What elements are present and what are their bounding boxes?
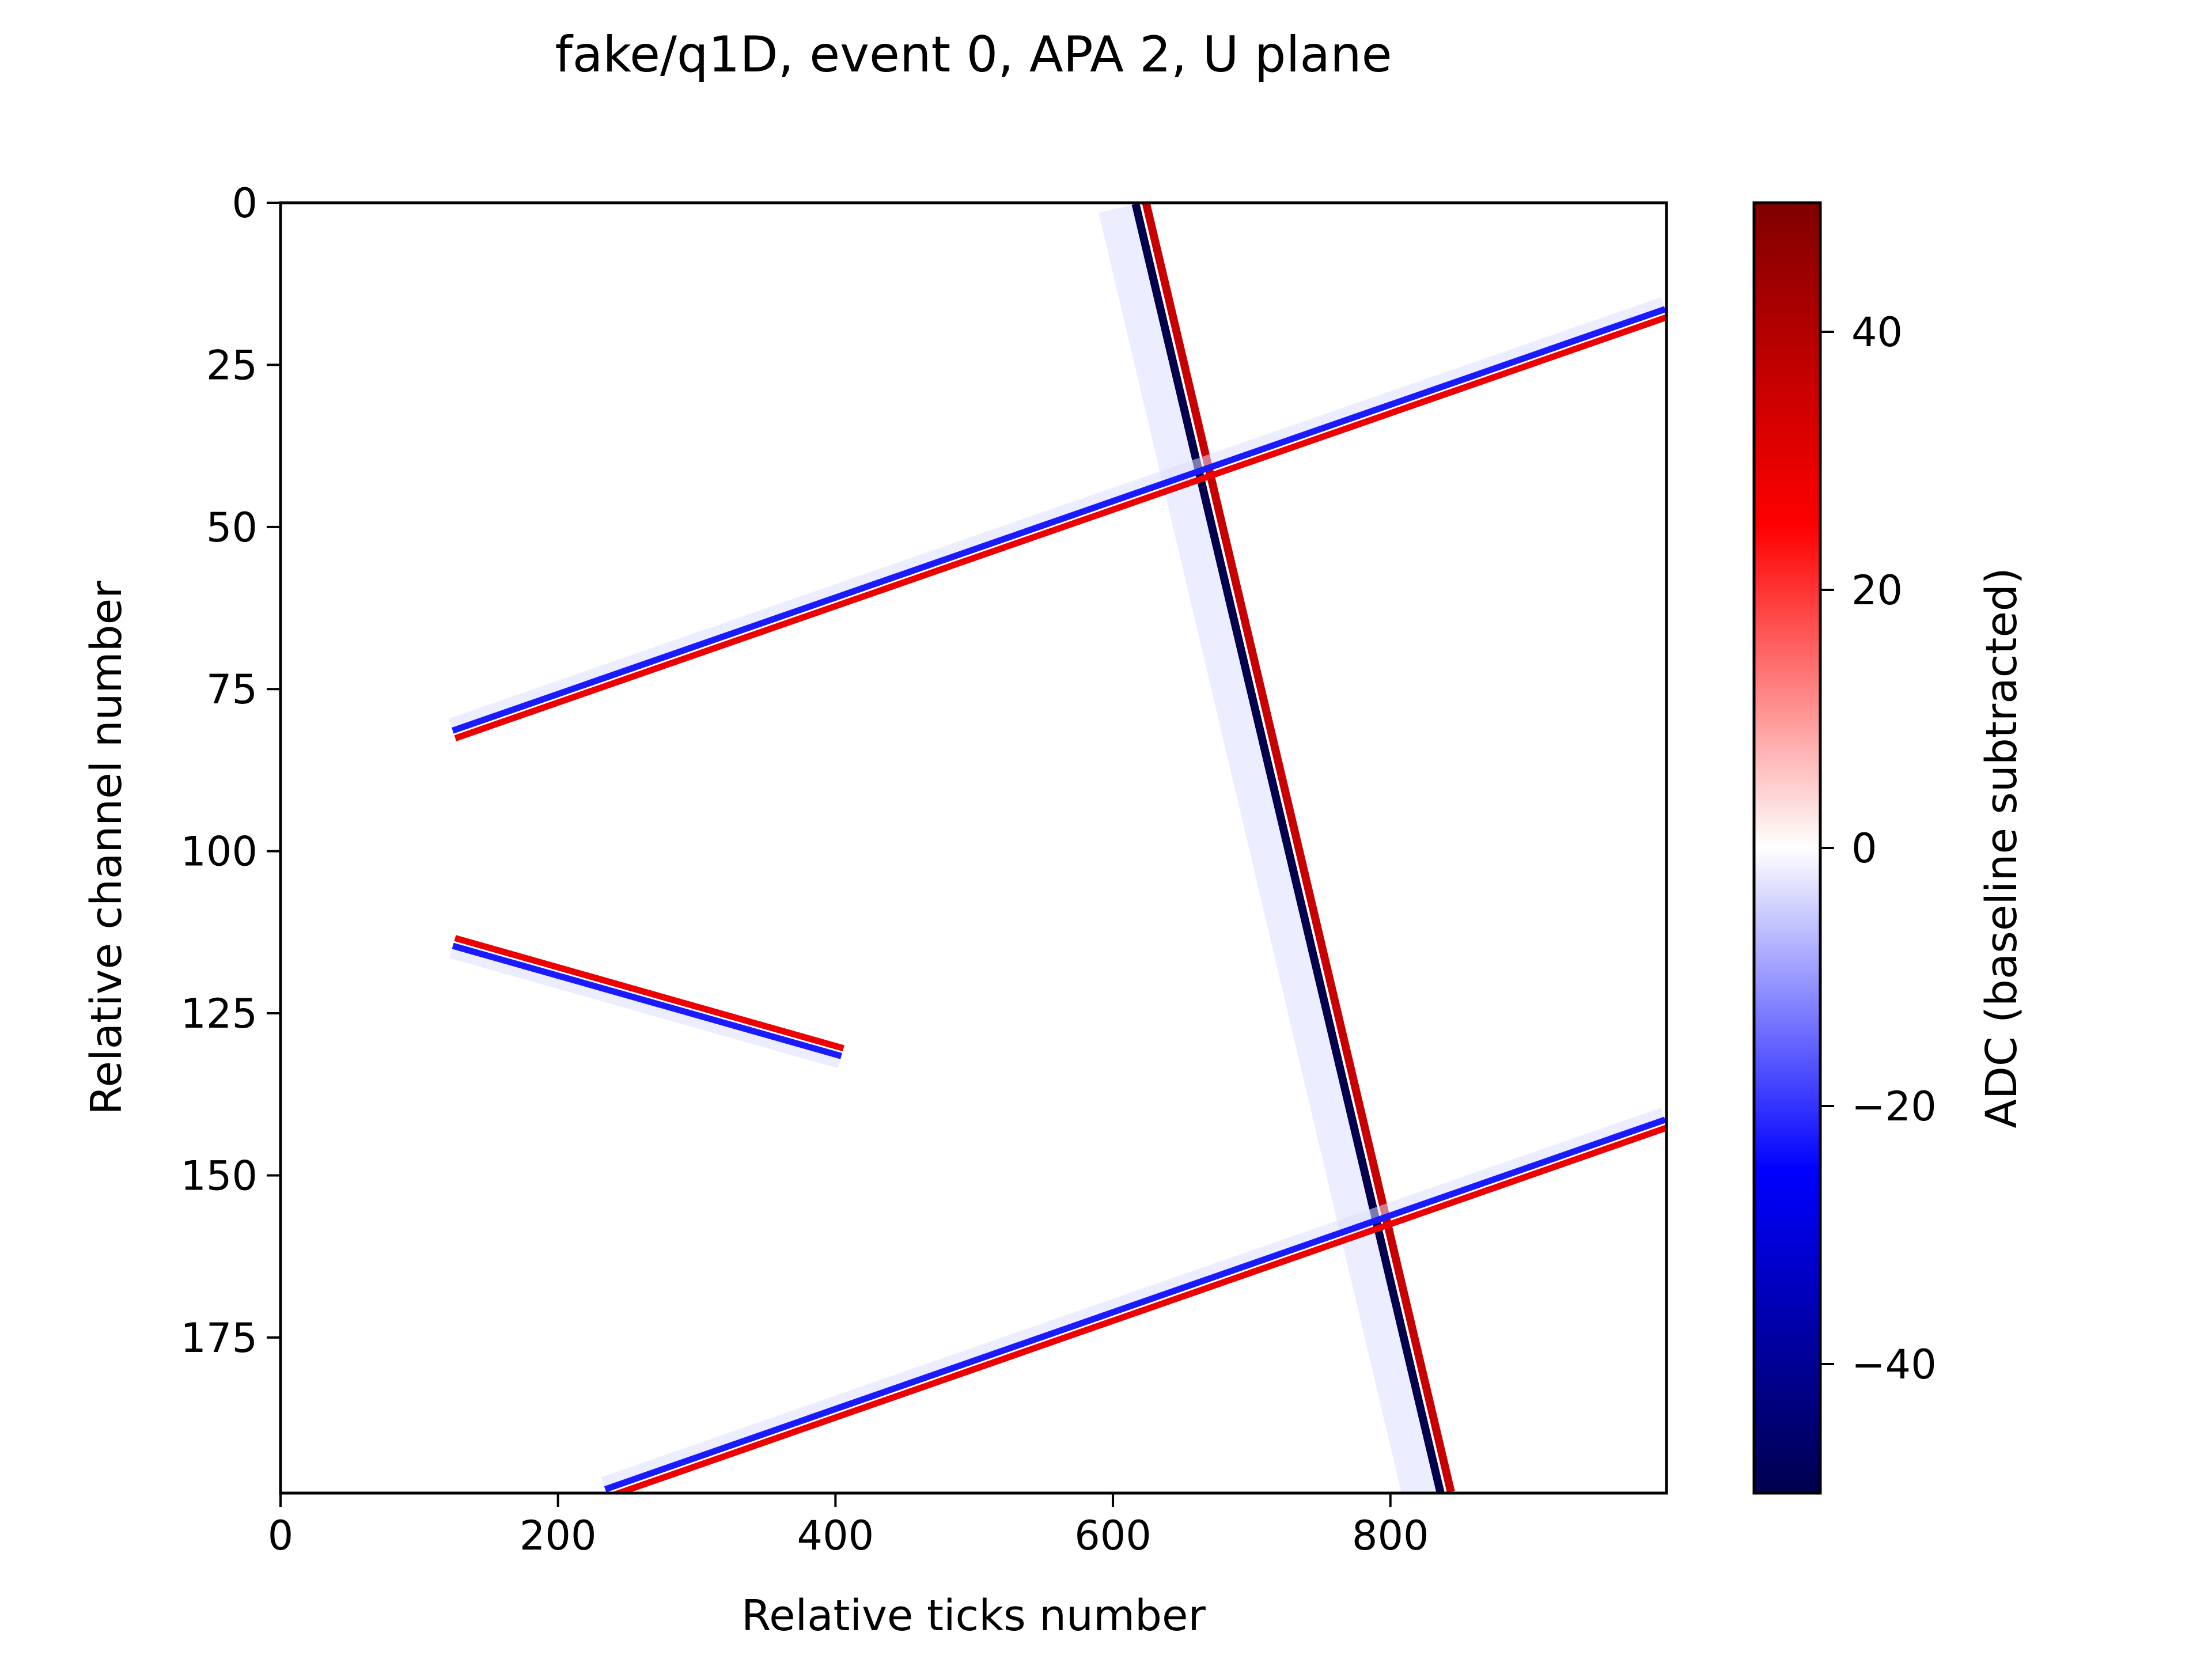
x-tick-label: 0 bbox=[268, 1512, 294, 1559]
y-tick-label: 150 bbox=[180, 1152, 257, 1199]
track-negative-lobe bbox=[451, 306, 1666, 734]
track-negative-lobe bbox=[1131, 203, 1445, 1493]
x-tick-label: 400 bbox=[797, 1512, 874, 1559]
track bbox=[1099, 203, 1455, 1493]
track-negative-lobe bbox=[452, 942, 842, 1059]
y-tick-label: 25 bbox=[206, 342, 257, 389]
colorbar bbox=[1754, 203, 1820, 1493]
track-halo bbox=[1099, 203, 1443, 1493]
track-negative-lobe bbox=[604, 1116, 1666, 1493]
track-positive-lobe bbox=[454, 935, 844, 1052]
colorbar-ticks: 40 20 0 −20 −40 bbox=[1820, 309, 1937, 1388]
y-tick-label: 75 bbox=[206, 666, 257, 713]
track-halo bbox=[601, 1108, 1666, 1492]
x-tick-label: 600 bbox=[1074, 1512, 1152, 1559]
colorbar-tick-label: −20 bbox=[1851, 1083, 1937, 1130]
track-positive-lobe bbox=[454, 313, 1666, 741]
track-halo bbox=[449, 944, 842, 1069]
y-tick-label: 50 bbox=[206, 504, 257, 551]
chart-title: fake/q1D, event 0, APA 2, U plane bbox=[555, 26, 1392, 84]
colorbar-tick-label: 20 bbox=[1851, 567, 1903, 614]
plot-frame bbox=[279, 201, 1668, 1495]
colorbar-tick-label: −40 bbox=[1851, 1341, 1937, 1388]
x-axis-label: Relative ticks number bbox=[741, 1591, 1206, 1641]
track bbox=[449, 935, 844, 1069]
track-halo bbox=[448, 297, 1666, 733]
colorbar-label: ADC (baseline subtracted) bbox=[1977, 567, 2027, 1128]
y-tick-label: 175 bbox=[180, 1315, 257, 1362]
y-tick-label: 100 bbox=[180, 828, 257, 876]
colorbar-tick-label: 0 bbox=[1851, 825, 1877, 872]
y-axis-ticks: 0 25 50 75 100 125 150 175 bbox=[180, 180, 281, 1362]
y-tick-label: 0 bbox=[232, 180, 257, 227]
x-axis-ticks: 0 200 400 600 800 bbox=[268, 1493, 1429, 1559]
x-tick-label: 800 bbox=[1352, 1512, 1429, 1559]
track bbox=[601, 1108, 1666, 1493]
track-positive-lobe bbox=[609, 1124, 1666, 1493]
track-positive-lobe bbox=[1142, 203, 1455, 1493]
track bbox=[448, 297, 1666, 741]
heatmap-tracks bbox=[448, 203, 1666, 1493]
x-tick-label: 200 bbox=[520, 1512, 597, 1559]
track-zero-crossing bbox=[1139, 203, 1447, 1493]
colorbar-tick-label: 40 bbox=[1851, 309, 1903, 356]
y-tick-label: 125 bbox=[180, 990, 257, 1037]
plot-background bbox=[281, 203, 1666, 1493]
y-axis-label: Relative channel number bbox=[82, 581, 131, 1115]
